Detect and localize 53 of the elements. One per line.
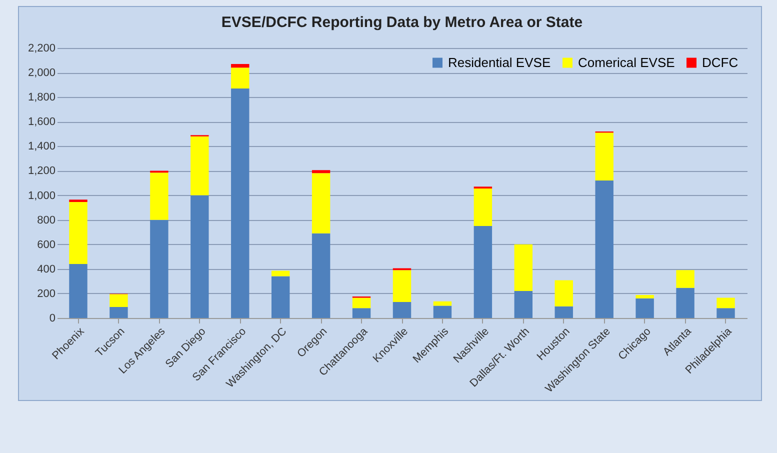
bar — [190, 195, 209, 318]
bar — [190, 136, 209, 196]
y-tick-label: 1,800 — [28, 92, 56, 104]
legend-label: Comerical EVSE — [578, 54, 676, 70]
y-tick-label: 600 — [37, 238, 56, 251]
y-tick-label: 1,200 — [28, 165, 56, 178]
bar — [150, 220, 168, 318]
bar — [554, 306, 573, 318]
y-tick-label: 800 — [37, 214, 56, 226]
bar — [392, 270, 412, 302]
bar — [716, 308, 735, 318]
bar — [352, 298, 371, 308]
bar — [716, 298, 735, 308]
bar — [69, 202, 88, 264]
y-tick-label: 400 — [37, 263, 56, 276]
y-tick-label: 1,600 — [28, 116, 56, 128]
chart-title: EVSE/DCFC Reporting Data by Metro Area or State — [221, 14, 583, 31]
bar — [312, 233, 330, 318]
bar — [676, 270, 694, 288]
bar — [69, 264, 88, 318]
bar — [352, 308, 371, 318]
bar — [433, 301, 452, 306]
legend-label: Residential EVSE — [448, 54, 551, 70]
bar — [271, 270, 290, 276]
y-tick-label: 200 — [37, 288, 56, 300]
bar — [312, 173, 330, 234]
y-tick-label: 0 — [49, 312, 56, 324]
bar — [474, 188, 492, 226]
legend-label: DCFC — [702, 54, 738, 70]
bar — [271, 276, 290, 318]
bar — [231, 88, 250, 318]
y-tick-label: 1,400 — [28, 140, 56, 153]
bar — [110, 294, 128, 307]
bar — [231, 68, 250, 88]
y-tick-label: 1,000 — [28, 190, 56, 202]
bar — [392, 302, 412, 318]
bar — [595, 132, 614, 181]
bar — [676, 288, 694, 318]
bar — [595, 180, 614, 318]
bar — [433, 306, 452, 318]
y-tick-label: 2,200 — [28, 42, 56, 54]
bar — [514, 291, 533, 318]
bar — [312, 170, 330, 174]
bar — [69, 200, 88, 202]
bar — [150, 172, 168, 220]
bar — [474, 226, 492, 318]
bar — [636, 295, 654, 298]
bar — [514, 244, 533, 291]
bar — [231, 64, 250, 68]
bar — [110, 306, 128, 318]
bar — [636, 298, 654, 318]
y-tick-label: 2,000 — [28, 67, 56, 80]
bar — [554, 280, 573, 306]
